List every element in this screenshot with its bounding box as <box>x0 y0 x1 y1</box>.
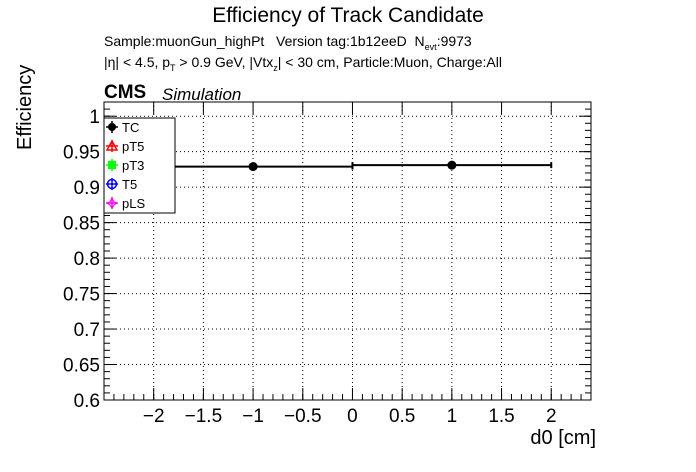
data-point-tc <box>447 160 457 170</box>
cms-label: CMS <box>104 82 147 103</box>
x-tick-label: 2 <box>546 406 557 427</box>
pt-subscript: T <box>170 63 176 73</box>
x-axis-label: d0 [cm] <box>530 427 596 449</box>
data-point-tc <box>248 162 258 172</box>
legend-label-pt3: pT3 <box>122 158 144 173</box>
y-tick-label: 0.9 <box>74 178 100 199</box>
nevt-label: N <box>414 33 425 49</box>
x-tick-label: 1 <box>447 406 458 427</box>
y-tick-label: 0.8 <box>74 249 100 270</box>
legend-marker-tc <box>108 123 116 131</box>
chart-title: Efficiency of Track Candidate <box>212 4 484 27</box>
nevt-subscript: evt <box>424 42 437 52</box>
plot-frame <box>103 101 592 401</box>
subtitle-line-1: Sample:muonGun_highPt Version tag:1b12ee… <box>104 33 472 52</box>
y-tick-label: 0.95 <box>63 143 100 164</box>
legend-marker-t5 <box>106 178 118 190</box>
simulation-label: Simulation <box>162 85 242 104</box>
legend-label-pt5: pT5 <box>122 139 144 154</box>
cut-pt-vtx: > 0.9 GeV, |Vtx <box>175 54 274 70</box>
legend-marker-pt5 <box>105 139 119 151</box>
y-tick-label: 0.85 <box>63 214 100 235</box>
cut-eta-pt: |η| < 4.5, p <box>104 54 171 70</box>
x-tick-label: 0.5 <box>389 406 415 427</box>
legend-marker-pt3 <box>108 161 116 169</box>
x-tick-label: 1.5 <box>488 406 514 427</box>
cut-rest: | < 30 cm, Particle:Muon, Charge:All <box>277 54 502 70</box>
nevt-value: :9973 <box>436 33 472 49</box>
y-tick-label: 1 <box>89 107 100 128</box>
subtitle-line-2: |η| < 4.5, pT > 0.9 GeV, |Vtxz| < 30 cm,… <box>104 54 502 73</box>
legend-label-t5: T5 <box>122 177 137 192</box>
x-tick-label: −0.5 <box>284 406 322 427</box>
x-tick-label: −1.5 <box>185 406 223 427</box>
x-tick-label: −1 <box>242 406 264 427</box>
sample-text: Sample:muonGun_highPt <box>104 33 265 49</box>
x-tick-label: −2 <box>143 406 165 427</box>
legend-label-tc: TC <box>122 120 139 135</box>
y-tick-label: 0.75 <box>63 285 100 306</box>
x-tick-label: 0 <box>347 406 358 427</box>
vtx-subscript: z <box>273 63 278 73</box>
y-tick-label: 0.6 <box>74 391 100 412</box>
version-text: Version tag:1b12eeD <box>276 33 407 49</box>
y-tick-label: 0.7 <box>74 320 100 341</box>
legend-marker-pls <box>105 196 119 209</box>
y-tick-label: 0.65 <box>63 356 100 377</box>
legend-label-pls: pLS <box>122 196 145 211</box>
